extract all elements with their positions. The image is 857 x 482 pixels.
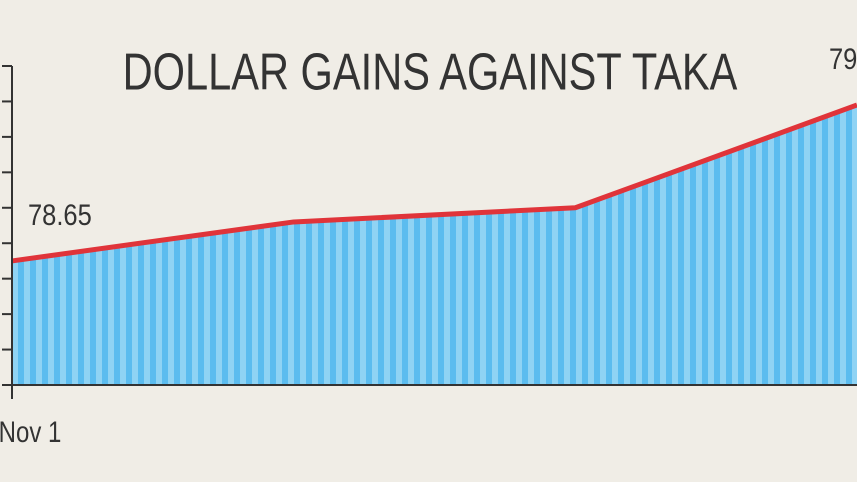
x-tick-label: Nov 1 — [0, 414, 61, 448]
data-label: 79 — [829, 42, 857, 75]
line — [11, 102, 857, 264]
data-label: 78.65 — [28, 198, 92, 231]
area — [12, 104, 857, 385]
chart-title: DOLLAR GAINS AGAINST TAKA — [123, 42, 738, 101]
